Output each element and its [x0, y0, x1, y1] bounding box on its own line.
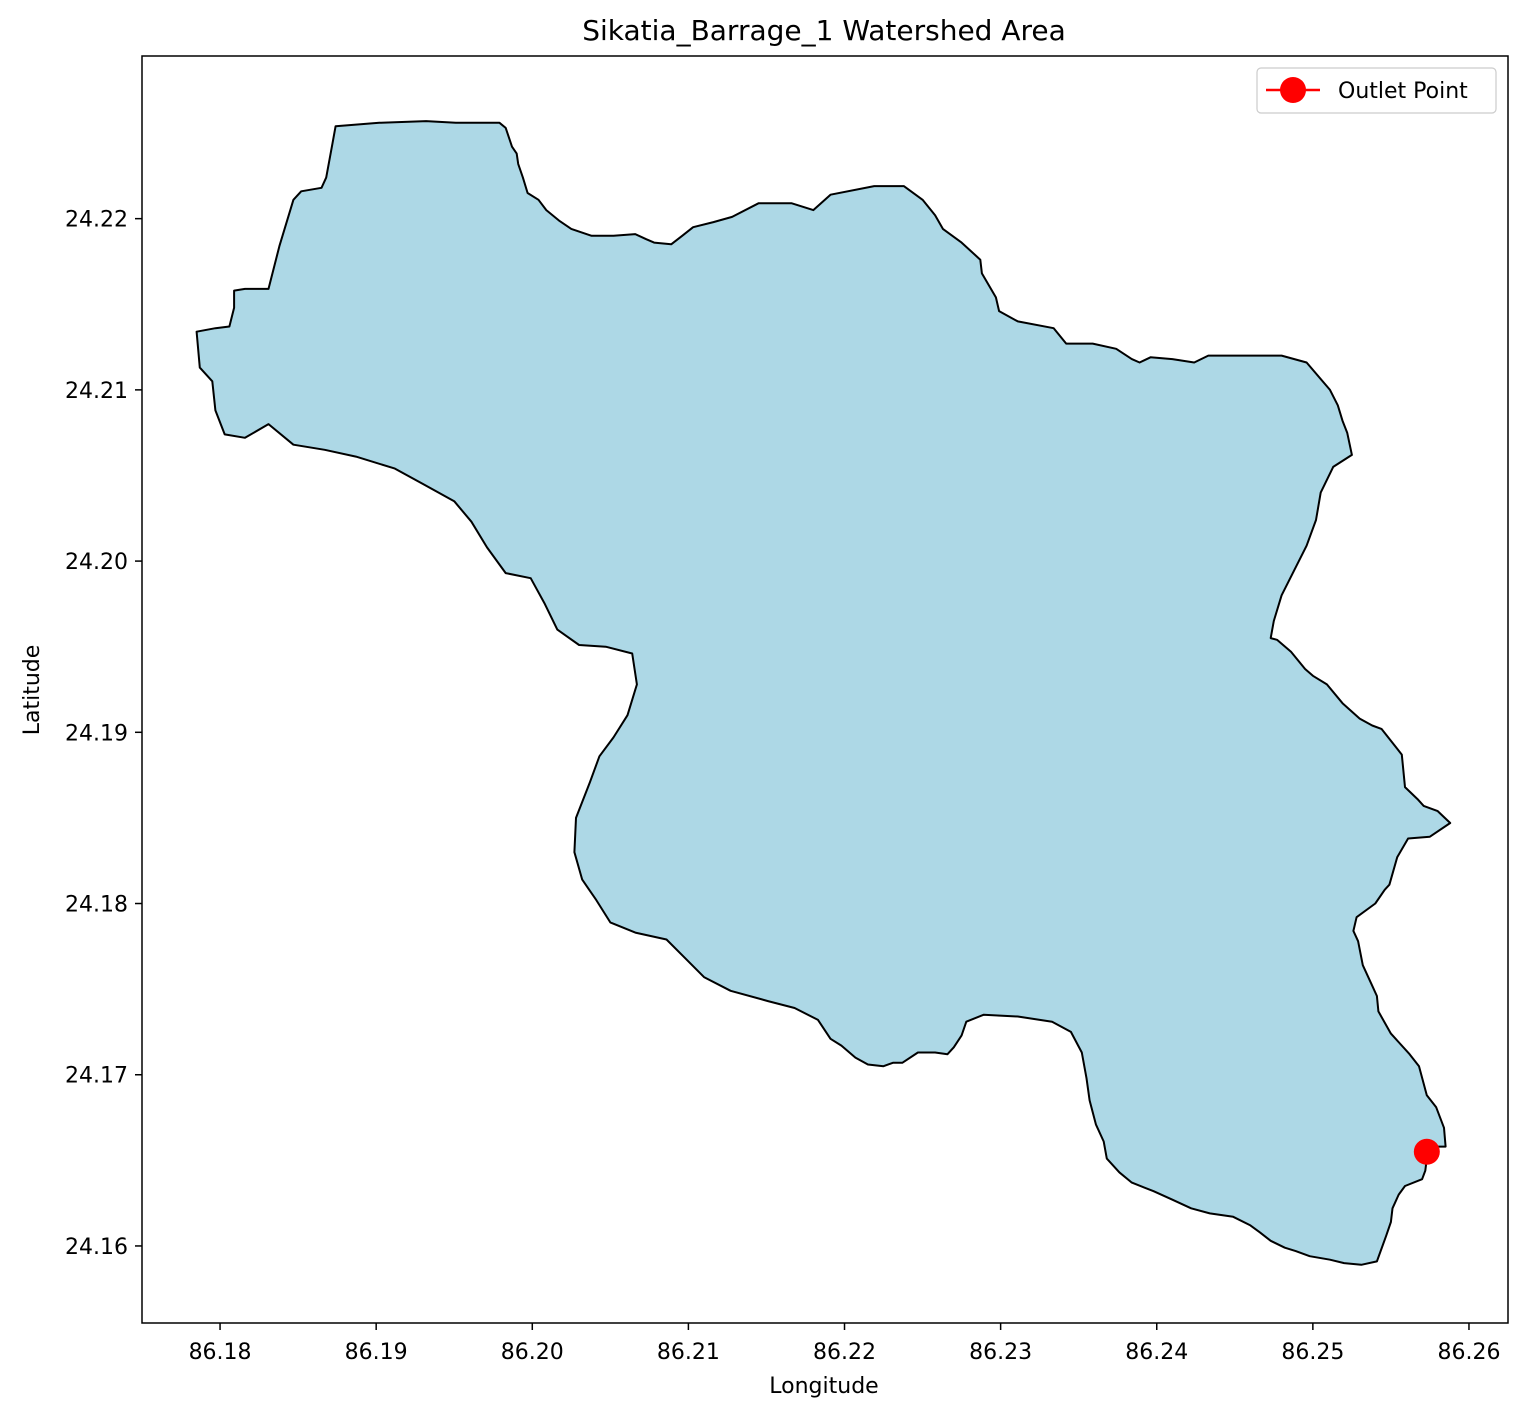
y-axis: 24.16 24.17 24.18 24.19 24.20 24.21 24.22 [65, 208, 142, 1260]
chart-title: Sikatia_Barrage_1 Watershed Area [582, 14, 1066, 47]
legend-entry-outlet-point: Outlet Point [1338, 79, 1468, 104]
x-tick-label: 86.20 [501, 1340, 564, 1365]
x-tick-label: 86.21 [657, 1340, 720, 1365]
x-tick-label: 86.22 [813, 1340, 876, 1365]
x-tick-label: 86.23 [969, 1340, 1032, 1365]
axes-frame [141, 55, 1509, 1324]
x-tick-label: 86.24 [1125, 1340, 1188, 1365]
x-axis-label: Longitude [769, 1374, 878, 1399]
watershed-polygon [195, 120, 1452, 1266]
legend-marker-sample [1280, 77, 1306, 103]
x-tick-label: 86.25 [1281, 1340, 1344, 1365]
x-tick-label: 86.19 [345, 1340, 408, 1365]
legend: Outlet Point [1256, 67, 1497, 114]
outlet-point-marker [1413, 1138, 1440, 1165]
x-tick-label: 86.26 [1437, 1340, 1500, 1365]
y-tick-label: 24.18 [65, 893, 128, 918]
y-tick-label: 24.21 [65, 379, 128, 404]
legend-box [1256, 67, 1497, 114]
y-axis-label: Latitude [20, 645, 45, 736]
y-tick-label: 24.22 [65, 208, 128, 233]
plot-area [195, 120, 1452, 1266]
x-tick-label: 86.18 [189, 1340, 252, 1365]
y-tick-label: 24.17 [65, 1064, 128, 1089]
y-tick-label: 24.20 [65, 550, 128, 575]
y-tick-label: 24.19 [65, 721, 128, 746]
x-axis: 86.18 86.19 86.20 86.21 86.22 86.23 86.24 86.25… [189, 1323, 1500, 1365]
y-tick-label: 24.16 [65, 1235, 128, 1260]
